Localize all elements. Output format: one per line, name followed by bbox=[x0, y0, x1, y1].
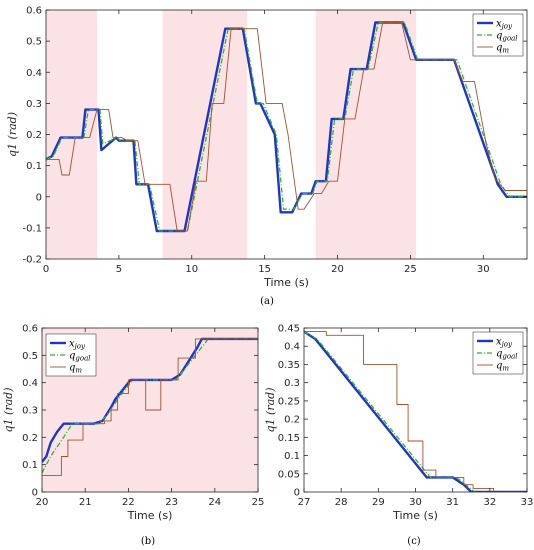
x-tick-label: 32 bbox=[483, 497, 496, 508]
y-tick-label: 0.25 bbox=[278, 396, 300, 407]
x-axis-label: Time (s) bbox=[263, 276, 309, 289]
series-line-q_m bbox=[42, 338, 258, 477]
x-tick-label: 25 bbox=[252, 497, 265, 508]
y-tick-label: 0.6 bbox=[26, 6, 42, 17]
legend-label-q_goal: qgoal bbox=[69, 351, 91, 363]
y-tick-label: 0.5 bbox=[22, 351, 38, 362]
y-tick-label: 0.1 bbox=[22, 460, 38, 471]
y-tick-label: 0.4 bbox=[26, 68, 42, 79]
x-tick-label: 27 bbox=[298, 497, 311, 508]
y-tick-label: 0.2 bbox=[22, 433, 38, 444]
legend-label-x_joy: xjoy bbox=[496, 337, 513, 349]
legend-label-q_goal: qgoal bbox=[496, 31, 518, 43]
chart-c: 27 28 29 30 31 32 33 0 0.05 0.1 0.15 0.2 0.25 0.3 0.35… bbox=[264, 324, 533, 523]
y-axis-label: q1 (rad) bbox=[264, 388, 277, 433]
x-tick-label: 22 bbox=[122, 497, 135, 508]
x-tick-label: 5 bbox=[116, 264, 122, 275]
y-tick-label: 0.6 bbox=[22, 324, 38, 335]
y-tick-label: -0.1 bbox=[22, 223, 42, 234]
x-tick-label: 25 bbox=[404, 264, 417, 275]
series-line-q_goal bbox=[304, 331, 527, 492]
caption-b: (b) bbox=[141, 536, 155, 547]
x-tick-label: 20 bbox=[331, 264, 344, 275]
x-tick-label: 30 bbox=[477, 264, 490, 275]
y-tick-label: 0.4 bbox=[22, 378, 38, 389]
legend-label-q_m: qm bbox=[496, 43, 509, 55]
y-tick-label: 0.2 bbox=[26, 130, 42, 141]
y-tick-label: 0.35 bbox=[278, 360, 300, 371]
y-tick-label: 0.2 bbox=[284, 415, 300, 426]
series-line-x_joy bbox=[42, 337, 258, 463]
x-tick-label: 20 bbox=[36, 497, 49, 508]
chart-b: 20 21 22 23 24 25 0 0.1 0.2 0.3 0.4 0.5 0.6 Time (s) q… bbox=[2, 324, 264, 523]
x-tick-label: 21 bbox=[79, 497, 92, 508]
caption-a: (a) bbox=[260, 296, 274, 307]
plot-background bbox=[46, 10, 527, 259]
y-tick-label: 0.4 bbox=[284, 342, 300, 353]
y-tick-label: 0.3 bbox=[284, 378, 300, 389]
legend-label-q_m: qm bbox=[496, 361, 509, 373]
x-tick-label: 23 bbox=[165, 497, 178, 508]
legend-label-q_goal: qgoal bbox=[496, 349, 518, 361]
legend-label-q_m: qm bbox=[69, 363, 82, 375]
y-tick-label: 0 bbox=[294, 488, 300, 499]
x-tick-label: 29 bbox=[372, 497, 385, 508]
series-line-q_m bbox=[304, 331, 527, 492]
x-tick-label: 28 bbox=[335, 497, 348, 508]
x-tick-label: 30 bbox=[409, 497, 422, 508]
y-tick-label: 0.1 bbox=[26, 161, 42, 172]
y-tick-label: 0.5 bbox=[26, 37, 42, 48]
y-tick-label: 0.45 bbox=[278, 324, 300, 335]
legend-label-x_joy: xjoy bbox=[69, 339, 86, 351]
y-tick-label: 0.1 bbox=[284, 451, 300, 462]
y-tick-label: 0.3 bbox=[22, 406, 38, 417]
y-tick-label: 0.15 bbox=[278, 433, 300, 444]
y-axis-label: q1 (rad) bbox=[2, 388, 15, 433]
series-line-q_m bbox=[46, 22, 527, 232]
x-tick-label: 10 bbox=[185, 264, 198, 275]
y-tick-label: 0 bbox=[32, 488, 38, 499]
chart-a: 0 5 10 15 20 25 30 -0.2 -0.1 0 0.1 0.2 0.3 0.4 0.5 0.6 T… bbox=[6, 6, 528, 289]
y-tick-label: -0.2 bbox=[22, 255, 42, 266]
y-tick-label: 0.05 bbox=[278, 469, 300, 480]
shaded-region-0 bbox=[46, 10, 98, 259]
x-tick-label: 24 bbox=[208, 497, 221, 508]
legend-label-x_joy: xjoy bbox=[496, 19, 513, 31]
series-line-q_goal bbox=[42, 338, 258, 474]
y-tick-label: 0.3 bbox=[26, 99, 42, 110]
x-tick-label: 31 bbox=[446, 497, 459, 508]
x-tick-label: 15 bbox=[258, 264, 271, 275]
x-tick-label: 33 bbox=[521, 497, 534, 508]
x-axis-label: Time (s) bbox=[392, 509, 438, 522]
y-axis-label: q1 (rad) bbox=[6, 112, 19, 157]
caption-c: (c) bbox=[407, 536, 421, 547]
x-axis-label: Time (s) bbox=[127, 509, 173, 522]
y-tick-label: 0 bbox=[36, 192, 42, 203]
x-tick-label: 0 bbox=[43, 264, 49, 275]
